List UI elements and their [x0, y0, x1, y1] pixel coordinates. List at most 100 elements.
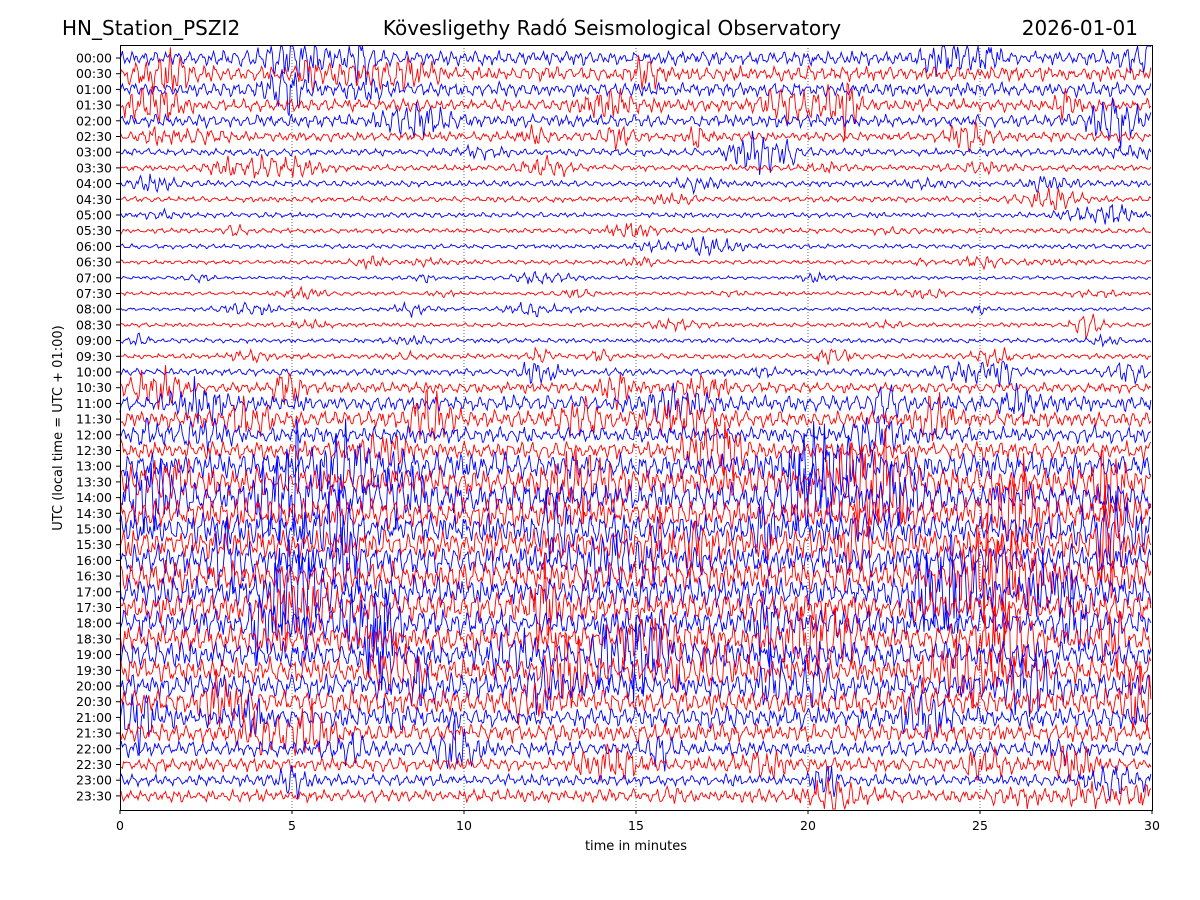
y-tick-label: 12:30 — [76, 443, 112, 458]
y-tick-label: 07:30 — [76, 286, 112, 301]
trace-0930 — [119, 346, 1152, 367]
trace-0830 — [119, 313, 1151, 340]
y-tick-label: 14:30 — [76, 506, 112, 521]
y-tick-label: 10:30 — [76, 380, 112, 395]
y-tick-label: 03:00 — [76, 145, 112, 160]
trace-0530 — [119, 222, 1152, 238]
y-tick-label: 17:30 — [76, 600, 112, 615]
trace-1030 — [119, 364, 1152, 411]
trace-1130 — [119, 387, 1152, 442]
trace-1000 — [119, 360, 1152, 388]
trace-0330 — [119, 154, 1152, 179]
trace-0030 — [119, 47, 1152, 94]
chart-title: Kövesligethy Radó Seismological Observat… — [383, 16, 841, 40]
x-tick-label: 10 — [456, 818, 472, 833]
y-tick-label: 06:30 — [76, 255, 112, 270]
trace-0400 — [119, 173, 1152, 196]
trace-2000 — [119, 643, 1152, 718]
x-axis-ticks: 0 5 10 15 20 25 30 — [116, 810, 1160, 833]
trace-1200 — [119, 415, 1152, 457]
trace-2300 — [119, 765, 1152, 800]
trace-1530 — [119, 485, 1152, 599]
y-tick-label: 19:00 — [76, 647, 112, 662]
y-tick-label: 21:30 — [76, 726, 112, 741]
x-tick-label: 20 — [800, 818, 816, 833]
trace-2100 — [119, 693, 1152, 756]
y-tick-label: 13:30 — [76, 474, 112, 489]
y-tick-label: 01:30 — [76, 98, 112, 113]
trace-0730 — [119, 285, 1152, 300]
x-tick-label: 30 — [1144, 818, 1160, 833]
y-tick-label: 02:30 — [76, 129, 112, 144]
y-tick-label: 19:30 — [76, 663, 112, 678]
trace-1100 — [119, 376, 1152, 425]
trace-0300 — [119, 130, 1152, 176]
y-tick-label: 23:00 — [76, 773, 112, 788]
trace-0430 — [119, 187, 1152, 210]
trace-1300 — [119, 418, 1152, 509]
y-tick-label: 01:00 — [76, 82, 112, 97]
y-tick-label: 07:00 — [76, 270, 112, 285]
y-tick-label: 22:30 — [76, 757, 112, 772]
trace-0200 — [119, 97, 1152, 148]
x-tick-label: 25 — [972, 818, 988, 833]
x-tick-label: 15 — [628, 818, 644, 833]
y-tick-label: 20:00 — [76, 679, 112, 694]
y-tick-label: 16:00 — [76, 553, 112, 568]
y-tick-label: 05:00 — [76, 208, 112, 223]
y-tick-label: 18:00 — [76, 616, 112, 631]
x-tick-label: 5 — [288, 818, 296, 833]
y-tick-label: 10:00 — [76, 365, 112, 380]
y-tick-label: 09:30 — [76, 349, 112, 364]
y-tick-label: 00:00 — [76, 51, 112, 66]
y-tick-label: 04:30 — [76, 192, 112, 207]
trace-0600 — [119, 236, 1151, 257]
trace-2030 — [119, 661, 1152, 731]
y-axis-ticks: 00:0000:3001:0001:3002:0002:3003:0003:30… — [76, 51, 120, 803]
y-tick-label: 13:00 — [76, 459, 112, 474]
y-tick-label: 06:00 — [76, 239, 112, 254]
y-tick-label: 04:00 — [76, 176, 112, 191]
trace-1630 — [119, 512, 1152, 647]
trace-2200 — [119, 717, 1152, 772]
y-tick-label: 11:00 — [76, 396, 112, 411]
trace-1930 — [119, 631, 1152, 709]
trace-0700 — [119, 270, 1152, 285]
trace-1500 — [119, 488, 1152, 565]
trace-1730 — [119, 552, 1152, 653]
y-tick-label: 18:30 — [76, 631, 112, 646]
y-tick-label: 00:30 — [76, 66, 112, 81]
trace-0100 — [119, 69, 1152, 116]
seismic-traces — [119, 44, 1152, 811]
station-name: HN_Station_PSZI2 — [62, 16, 240, 40]
trace-0900 — [119, 332, 1152, 348]
y-tick-label: 20:30 — [76, 694, 112, 709]
trace-0800 — [119, 300, 1152, 318]
y-tick-label: 21:00 — [76, 710, 112, 725]
trace-1900 — [119, 616, 1152, 704]
x-tick-label: 0 — [116, 818, 124, 833]
trace-0230 — [119, 121, 1152, 153]
y-axis-label: UTC (local time = UTC + 01:00) — [51, 325, 66, 530]
y-tick-label: 15:30 — [76, 537, 112, 552]
y-tick-label: 12:00 — [76, 427, 112, 442]
y-tick-label: 16:30 — [76, 569, 112, 584]
y-tick-label: 05:30 — [76, 223, 112, 238]
trace-2230 — [119, 743, 1152, 783]
y-tick-label: 03:30 — [76, 160, 112, 175]
chart-date: 2026-01-01 — [1022, 16, 1138, 40]
trace-1230 — [119, 421, 1152, 482]
y-tick-label: 17:00 — [76, 584, 112, 599]
x-axis-label: time in minutes — [585, 839, 687, 854]
y-tick-label: 08:00 — [76, 302, 112, 317]
y-tick-label: 09:00 — [76, 333, 112, 348]
trace-1700 — [119, 534, 1152, 652]
trace-1330 — [119, 428, 1152, 541]
trace-0000 — [119, 44, 1152, 86]
trace-1430 — [119, 453, 1152, 570]
plot-frame — [120, 45, 1153, 811]
y-tick-label: 11:30 — [76, 412, 112, 427]
y-tick-label: 15:00 — [76, 522, 112, 537]
y-tick-label: 08:30 — [76, 317, 112, 332]
